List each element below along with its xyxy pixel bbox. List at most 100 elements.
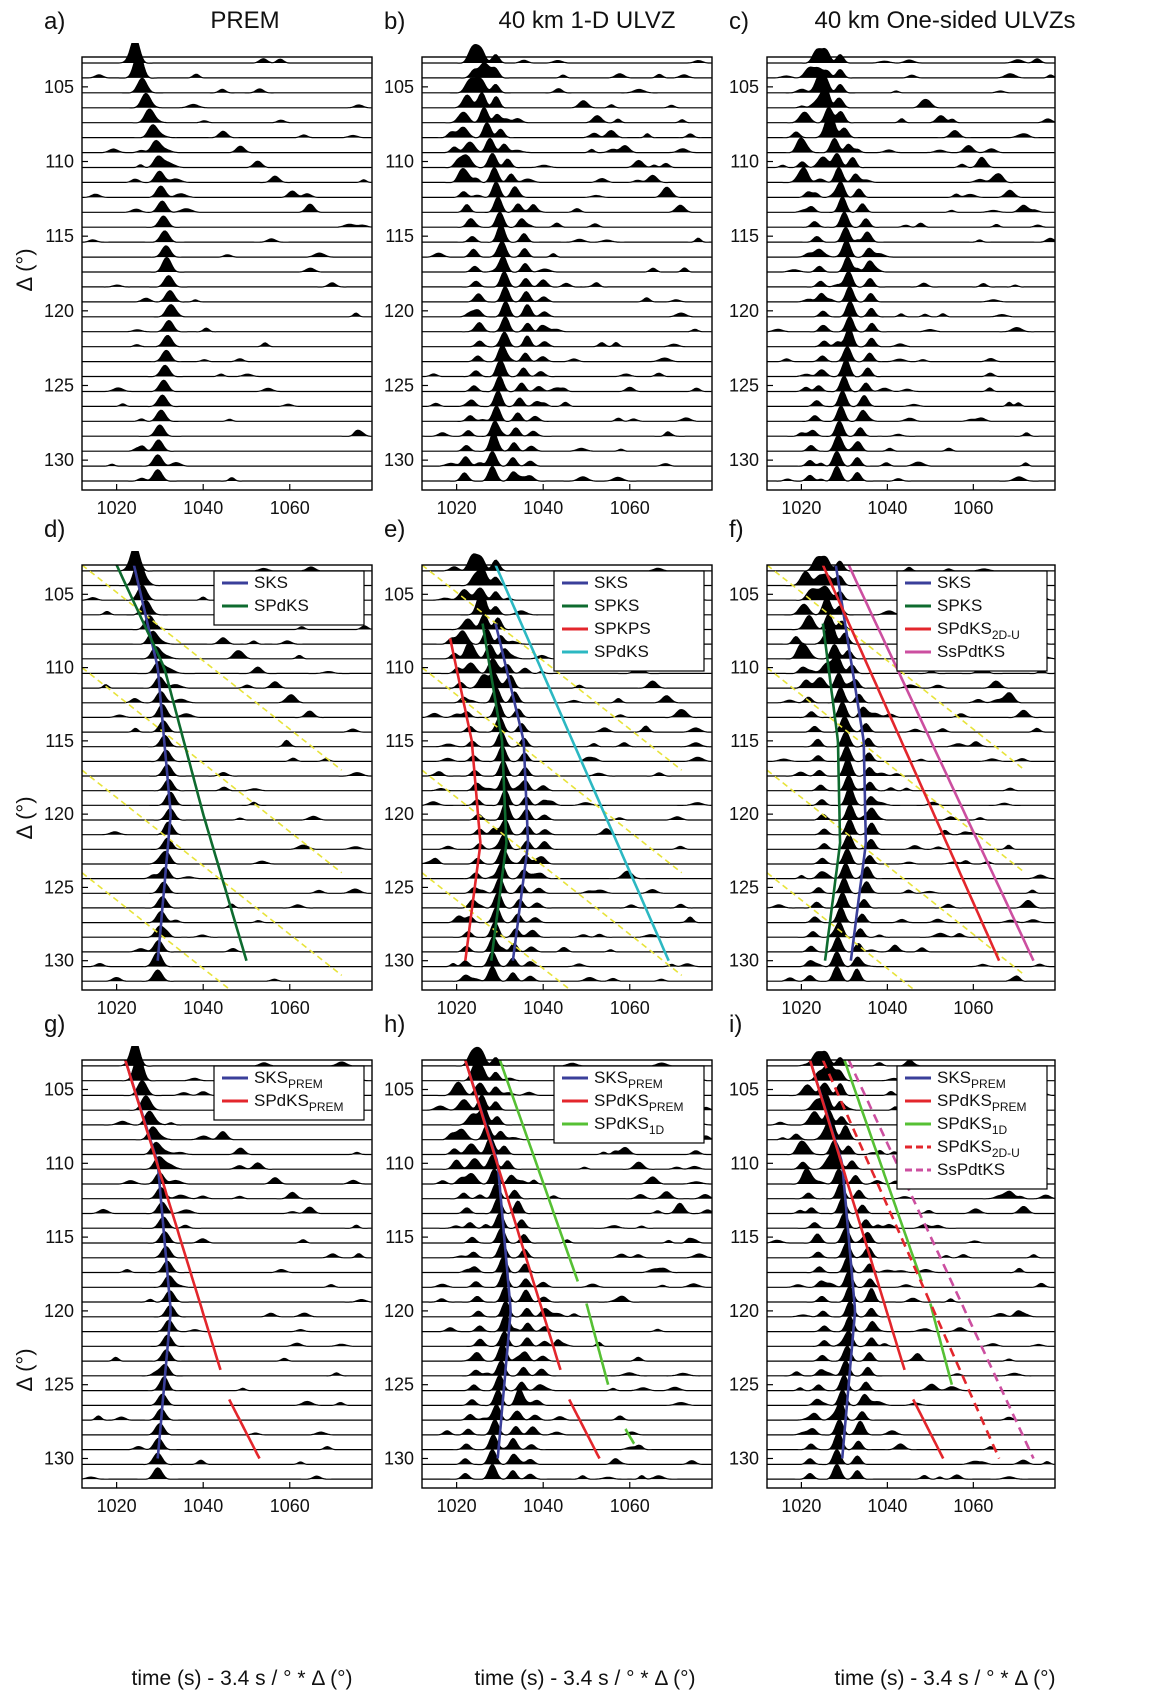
trace-line [422, 671, 712, 689]
legend-label: SPdKS [254, 1091, 309, 1110]
trace-line [422, 1197, 712, 1215]
y-tick-label: 115 [730, 1227, 759, 1247]
legend: SKS SPdKS [213, 570, 365, 626]
trace-fill [82, 970, 372, 982]
x-tick-label: 1060 [953, 1496, 993, 1516]
trace-fill [82, 1394, 372, 1406]
trace-line [422, 300, 712, 318]
trace-fill [82, 1467, 372, 1480]
trace-line [82, 1290, 372, 1303]
y-tick-label: 110 [730, 1153, 759, 1173]
trace-line [82, 969, 372, 982]
trace-line [767, 346, 1055, 363]
trace-line [767, 111, 1055, 139]
legend-entry: SPdKSPREM [254, 1091, 343, 1114]
trace-line [422, 465, 712, 482]
legend-subscript: 2D-U [992, 628, 1020, 642]
trace-fill [82, 454, 372, 467]
trace-fill [82, 350, 372, 362]
trace-fill [82, 720, 372, 733]
trace-fill [767, 1083, 1055, 1096]
seismogram-traces [82, 1046, 372, 1480]
phase-curve [568, 1398, 601, 1460]
x-axis-labels: time (s) - 3.4 s / ° * Δ (°) time (s) - … [131, 1667, 1055, 1690]
trace-fill [82, 1156, 372, 1170]
trace-fill [767, 1062, 1055, 1081]
trace-fill [82, 93, 372, 108]
phase-curve [847, 564, 1035, 962]
trace-fill [422, 1314, 712, 1332]
trace-fill [767, 1401, 1055, 1421]
x-tick-label: 1060 [610, 1496, 650, 1516]
trace-fill [767, 732, 1055, 747]
trace-line [767, 1418, 1055, 1436]
trace-fill [82, 1261, 372, 1273]
trace-fill [767, 878, 1055, 894]
trace-line [422, 789, 712, 807]
trace-line [422, 285, 712, 303]
trace-fill [767, 586, 1055, 601]
trace-line [767, 1449, 1055, 1466]
legend-entry: SPdKS2D-U [937, 619, 1020, 642]
x-tick-label: 1020 [781, 998, 821, 1018]
trace-fill [767, 614, 1055, 630]
guide-dashed-line [767, 872, 916, 990]
trace-line [82, 43, 372, 64]
trace-fill [767, 702, 1055, 718]
trace-line [422, 43, 712, 64]
x-tick-label: 1040 [867, 498, 907, 518]
trace-fill [82, 1290, 372, 1302]
trace-line [767, 786, 1055, 807]
trace-line [767, 672, 1055, 689]
trace-line [422, 1331, 712, 1348]
trace-line [82, 1349, 372, 1362]
x-tick-label: 1060 [270, 1496, 310, 1516]
y-tick-label: 105 [44, 77, 74, 97]
trace-line [82, 1246, 372, 1259]
trace-line [82, 749, 372, 763]
trace-fill [82, 469, 372, 481]
trace-fill [767, 435, 1055, 452]
axis-frame [81, 1059, 373, 1489]
trace-line [767, 1286, 1055, 1303]
trace-fill [422, 717, 712, 733]
legend-entry: SPdKS1D [937, 1114, 1007, 1137]
trace-line [82, 1319, 372, 1333]
phase-curve [115, 564, 248, 962]
x-tick-label: 1020 [781, 1496, 821, 1516]
trace-line [422, 1388, 712, 1407]
trace-line [82, 551, 372, 572]
y-axis-label-top: Δ (°) [12, 248, 37, 291]
trace-line [82, 230, 372, 243]
trace-line [767, 834, 1055, 851]
panel-letter: e) [384, 516, 405, 543]
phase-curve [124, 1059, 222, 1371]
trace-line [82, 170, 372, 184]
trace-line [422, 1464, 712, 1480]
y-tick-label: 130 [384, 951, 414, 971]
trace-fill [422, 1169, 712, 1184]
trace-line [422, 1313, 712, 1333]
trace-fill [422, 1183, 712, 1199]
trace-fill [82, 867, 372, 879]
x-tick-label: 1040 [183, 998, 223, 1018]
trace-line [82, 1423, 372, 1436]
trace-line [767, 285, 1055, 303]
legend-entry: SKS [937, 573, 971, 592]
trace-fill [767, 167, 1055, 183]
phase-curve [821, 623, 842, 961]
y-tick-label: 115 [385, 1227, 414, 1247]
trace-line [767, 420, 1055, 438]
legend-label: SKS [254, 573, 288, 592]
legend-label: SPKS [937, 596, 982, 615]
trace-line [422, 1271, 712, 1288]
trace-line [422, 122, 712, 139]
panel-e: e)1020 1040 1060105110115120125130SKSSPKSS… [384, 516, 713, 1018]
seismogram-traces [82, 43, 372, 482]
y-tick-label: 110 [45, 658, 74, 678]
y-tick-label: 125 [44, 375, 74, 395]
trace-fill [767, 687, 1055, 703]
trace-fill [422, 1434, 712, 1450]
panel-f: f)1020 1040 1060105110115120125130SKSSPKSS… [729, 516, 1056, 1018]
guide-dashed-line [422, 564, 683, 771]
